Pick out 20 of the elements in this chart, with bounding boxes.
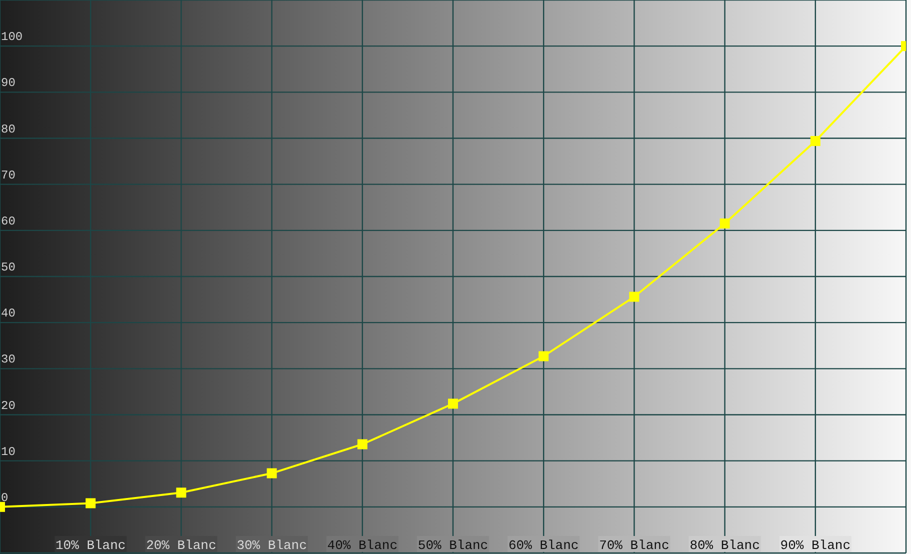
y-tick-label: 100 bbox=[1, 30, 23, 44]
x-tick-label: 80% Blanc bbox=[690, 538, 760, 553]
x-tick-label: 70% Blanc bbox=[599, 538, 670, 553]
x-tick-label: 50% Blanc bbox=[418, 538, 488, 553]
y-tick-label: 10 bbox=[1, 444, 16, 459]
x-tick-label: 90% Blanc bbox=[780, 538, 851, 553]
x-tick-label: 40% Blanc bbox=[327, 538, 398, 553]
y-tick-label: 20 bbox=[1, 398, 16, 413]
y-tick-label: 50 bbox=[1, 260, 16, 274]
x-tick-label: 30% Blanc bbox=[236, 538, 307, 553]
y-tick-label: 60 bbox=[1, 214, 16, 228]
y-tick-label: 90 bbox=[1, 76, 16, 90]
x-tick-label: 20% Blanc bbox=[146, 538, 216, 553]
y-tick-label: 40 bbox=[1, 306, 16, 321]
y-tick-label: 30 bbox=[1, 352, 16, 367]
y-tick-label: 80 bbox=[1, 122, 16, 136]
y-tick-label: 70 bbox=[1, 168, 16, 182]
y-tick-label: 0 bbox=[1, 490, 8, 505]
x-tick-label: 60% Blanc bbox=[508, 538, 579, 553]
x-tick-label: 10% Blanc bbox=[55, 538, 126, 553]
